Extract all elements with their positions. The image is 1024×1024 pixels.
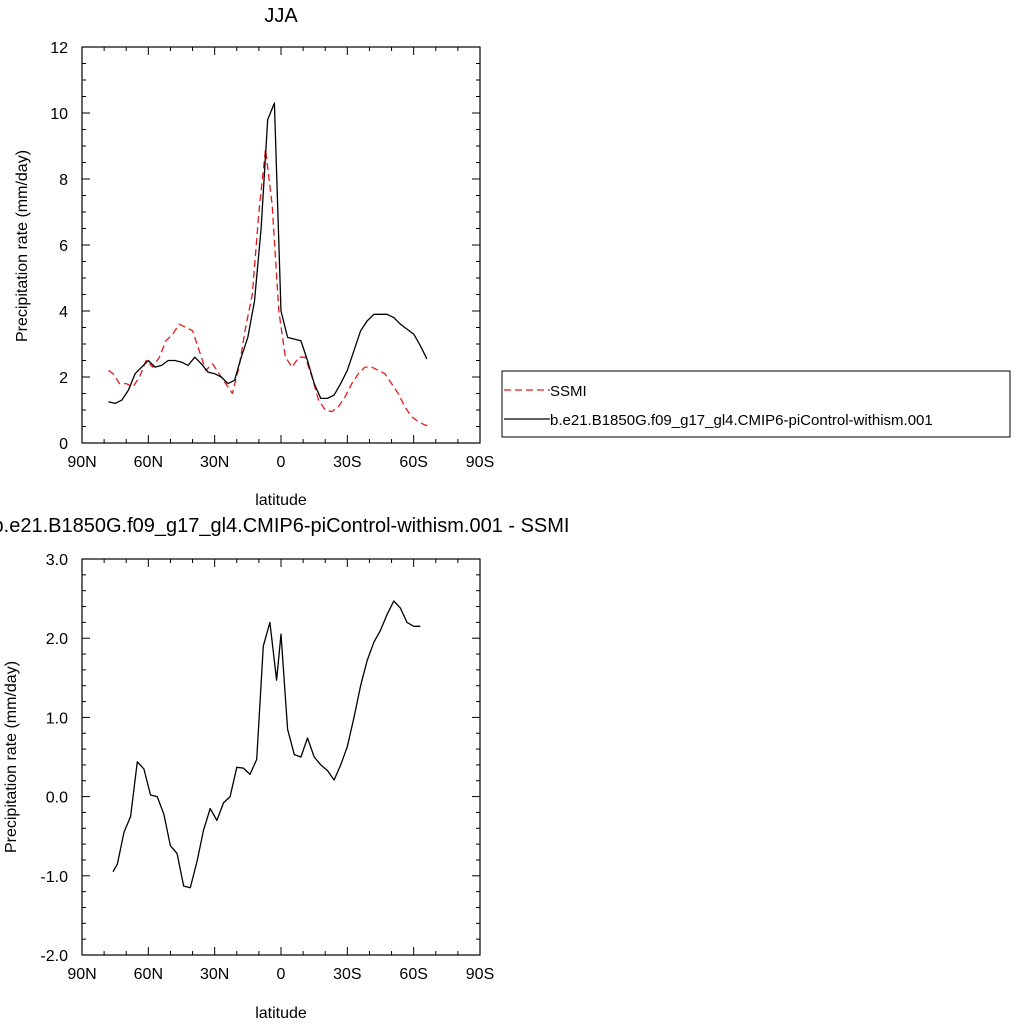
top-y-tick-label: 4 (59, 304, 68, 321)
top-y-axis-label: Precipitation rate (mm/day) (14, 150, 31, 342)
top-x-tick-label: 0 (277, 454, 286, 471)
bottom-chart-title: b.e21.B1850G.f09_g17_gl4.CMIP6-piControl… (0, 515, 569, 537)
bottom-x-tick-label: 60N (134, 966, 163, 983)
top-y-tick-label: 12 (50, 40, 68, 57)
bottom-y-tick-label: 3.0 (46, 552, 68, 569)
top-x-tick-label: 60N (134, 454, 163, 471)
top-x-tick-label: 30N (200, 454, 229, 471)
top-x-tick-label: 90S (466, 454, 494, 471)
top-y-tick-label: 10 (50, 106, 68, 123)
bottom-x-tick-label: 60S (399, 966, 427, 983)
bottom-y-tick-label: -2.0 (40, 948, 68, 965)
bottom-x-tick-label: 30S (333, 966, 361, 983)
legend-label-ssmi: SSMI (550, 383, 587, 400)
bottom-y-tick-label: 0.0 (46, 790, 68, 807)
bottom-x-tick-label: 30N (200, 966, 229, 983)
bottom-x-tick-label: 90S (466, 966, 494, 983)
top-series-line-1 (108, 102, 428, 405)
top-y-tick-label: 6 (59, 238, 68, 255)
legend-label-model: b.e21.B1850G.f09_g17_gl4.CMIP6-piControl… (550, 412, 933, 429)
top-x-tick-label: 60S (399, 454, 427, 471)
bottom-y-tick-label: -1.0 (40, 869, 68, 886)
bottom-panel: b.e21.B1850G.f09_g17_gl4.CMIP6-piControl… (0, 515, 569, 1022)
top-chart-title: JJA (264, 5, 298, 27)
top-y-tick-label: 0 (59, 436, 68, 453)
bottom-x-axis-label: latitude (255, 1005, 307, 1022)
legend: SSMI b.e21.B1850G.f09_g17_gl4.CMIP6-piCo… (501, 370, 1011, 438)
top-series-line-0 (108, 148, 432, 428)
top-x-tick-label: 30S (333, 454, 361, 471)
legend-box (501, 370, 1011, 438)
bottom-y-tick-label: 1.0 (46, 710, 68, 727)
bottom-x-tick-label: 90N (67, 966, 96, 983)
bottom-series-line-0 (112, 600, 421, 889)
top-panel: JJA Precipitation rate (mm/day) latitude… (14, 5, 1011, 509)
bottom-plot-frame (81, 558, 481, 956)
top-y-tick-label: 8 (59, 172, 68, 189)
bottom-x-tick-label: 0 (277, 966, 286, 983)
top-y-tick-label: 2 (59, 370, 68, 387)
bottom-y-tick-label: 2.0 (46, 631, 68, 648)
top-x-axis-label: latitude (255, 492, 307, 509)
top-x-tick-label: 90N (67, 454, 96, 471)
bottom-y-axis-label: Precipitation rate (mm/day) (3, 661, 20, 853)
top-plot-frame (81, 46, 481, 444)
